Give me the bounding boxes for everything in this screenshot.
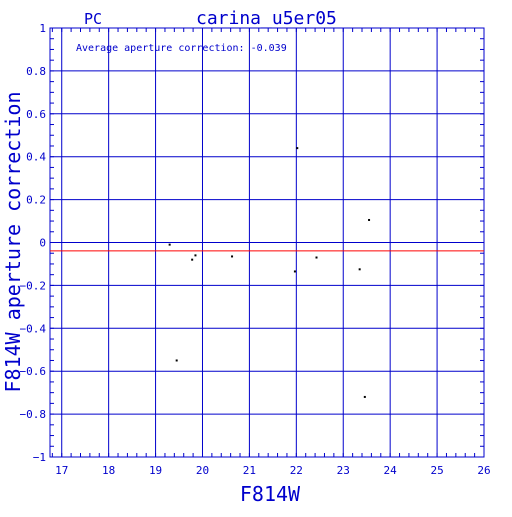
corner-label: PC xyxy=(84,10,102,28)
x-tick-label: 18 xyxy=(102,464,115,477)
data-point xyxy=(296,147,299,150)
data-point xyxy=(194,254,197,257)
data-point xyxy=(231,255,234,258)
y-axis-label: F814W aperture correction xyxy=(1,91,25,392)
y-tick-label: −0.6 xyxy=(20,365,47,378)
y-tick-label: 0 xyxy=(39,237,46,250)
x-tick-label: 25 xyxy=(430,464,443,477)
x-tick-label: 22 xyxy=(290,464,303,477)
data-points xyxy=(168,147,371,398)
y-tick-label: 0.2 xyxy=(26,194,46,207)
x-tick-label: 20 xyxy=(196,464,209,477)
chart-title: carina_u5er05 xyxy=(196,8,337,29)
minor-ticks xyxy=(50,27,485,458)
x-tick-label: 24 xyxy=(384,464,398,477)
y-tick-label: 0.4 xyxy=(26,151,46,164)
x-tick-label: 19 xyxy=(149,464,162,477)
y-tick-label: −0.8 xyxy=(20,408,47,421)
x-tick-label: 21 xyxy=(243,464,256,477)
x-tick-label: 17 xyxy=(55,464,68,477)
data-point xyxy=(168,243,171,246)
x-tick-labels: 17 18 19 20 21 22 23 24 25 26 xyxy=(55,464,491,477)
plot-frame xyxy=(49,27,485,458)
data-point xyxy=(358,268,361,271)
data-point xyxy=(191,258,194,261)
data-point xyxy=(315,256,318,259)
y-tick-label: −0.4 xyxy=(20,322,47,335)
data-point xyxy=(363,395,366,398)
x-tick-label: 26 xyxy=(477,464,490,477)
y-tick-label: −1 xyxy=(33,451,46,464)
data-point xyxy=(293,270,296,273)
chart-annotation: Average aperture correction: -0.039 xyxy=(76,43,287,54)
y-tick-label: −0.2 xyxy=(20,279,47,292)
y-tick-labels: −1 −0.8 −0.6 −0.4 −0.2 0 0.2 0.4 0.6 0.8 1 xyxy=(20,22,47,464)
y-tick-label: 0.8 xyxy=(26,65,46,78)
data-point xyxy=(175,359,178,362)
y-tick-label: 0.6 xyxy=(26,108,46,121)
y-tick-label: 1 xyxy=(39,22,46,35)
data-point xyxy=(368,218,371,221)
x-axis-label: F814W xyxy=(240,482,301,506)
x-tick-label: 23 xyxy=(337,464,350,477)
